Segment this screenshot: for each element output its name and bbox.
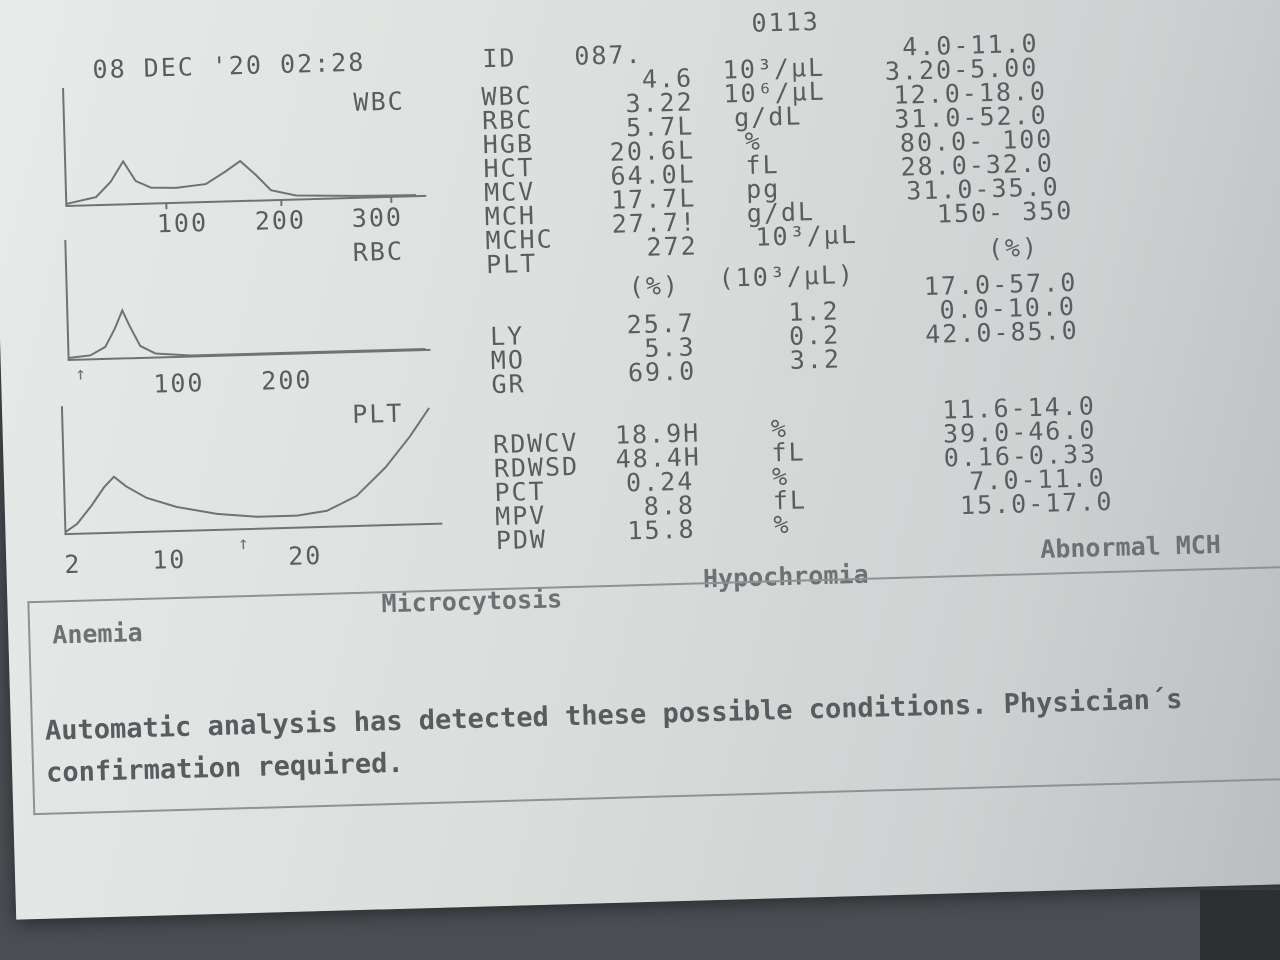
rbc-tick-200: 200 bbox=[260, 365, 313, 396]
index-value: 15.8 bbox=[627, 514, 697, 546]
date-time: 08 DEC '20 02:28 bbox=[92, 47, 366, 85]
diff-pct: 69.0 bbox=[627, 356, 697, 388]
cbc-name: PLT bbox=[485, 248, 538, 280]
svg-text:↑: ↑ bbox=[238, 533, 249, 554]
diff-header-abs: (10³/µL) bbox=[718, 259, 856, 293]
plt-histogram: ↑ bbox=[60, 406, 443, 554]
id-label: ID bbox=[481, 43, 517, 74]
sample-number: 0113 bbox=[751, 6, 821, 38]
condition-abnormal-mch: Abnormal MCH bbox=[1039, 529, 1222, 564]
index-name: PDW bbox=[495, 524, 548, 556]
diff-abs: 3.2 bbox=[789, 344, 842, 375]
plt-tick-20: 20 bbox=[287, 540, 323, 571]
background-edge bbox=[1200, 890, 1280, 960]
interpretation-message: Automatic analysis has detected these po… bbox=[44, 683, 1183, 789]
diff-range: 42.0-85.0 bbox=[924, 315, 1080, 350]
cbc-unit: 10³/µL bbox=[755, 219, 859, 252]
rbc-tick-100: 100 bbox=[152, 368, 205, 399]
diff-name: GR bbox=[491, 369, 526, 400]
index-range: 15.0-17.0 bbox=[959, 486, 1114, 521]
wbc-tick-200: 200 bbox=[254, 205, 307, 236]
plt-tick-2: 2 bbox=[63, 549, 82, 580]
printout-paper: 08 DEC '20 02:28 ID 087. 0113 WBC 100 20… bbox=[0, 0, 1280, 920]
index-unit: % bbox=[773, 509, 791, 540]
plt-tick-10: 10 bbox=[151, 544, 187, 575]
cbc-value: 272 bbox=[646, 231, 699, 262]
diff-header-pct: (%) bbox=[628, 270, 681, 302]
wbc-histogram bbox=[62, 87, 427, 210]
cbc-range: 150- 350 bbox=[936, 195, 1074, 229]
id-value: 087. bbox=[573, 39, 643, 71]
rbc-histogram: ↑ bbox=[64, 239, 431, 380]
interpretation-box: Automatic analysis has detected these po… bbox=[27, 565, 1280, 816]
wbc-tick-100: 100 bbox=[156, 208, 209, 239]
wbc-tick-300: 300 bbox=[351, 202, 404, 233]
diff-header-range: (%) bbox=[987, 232, 1040, 264]
svg-text:↑: ↑ bbox=[75, 363, 86, 380]
